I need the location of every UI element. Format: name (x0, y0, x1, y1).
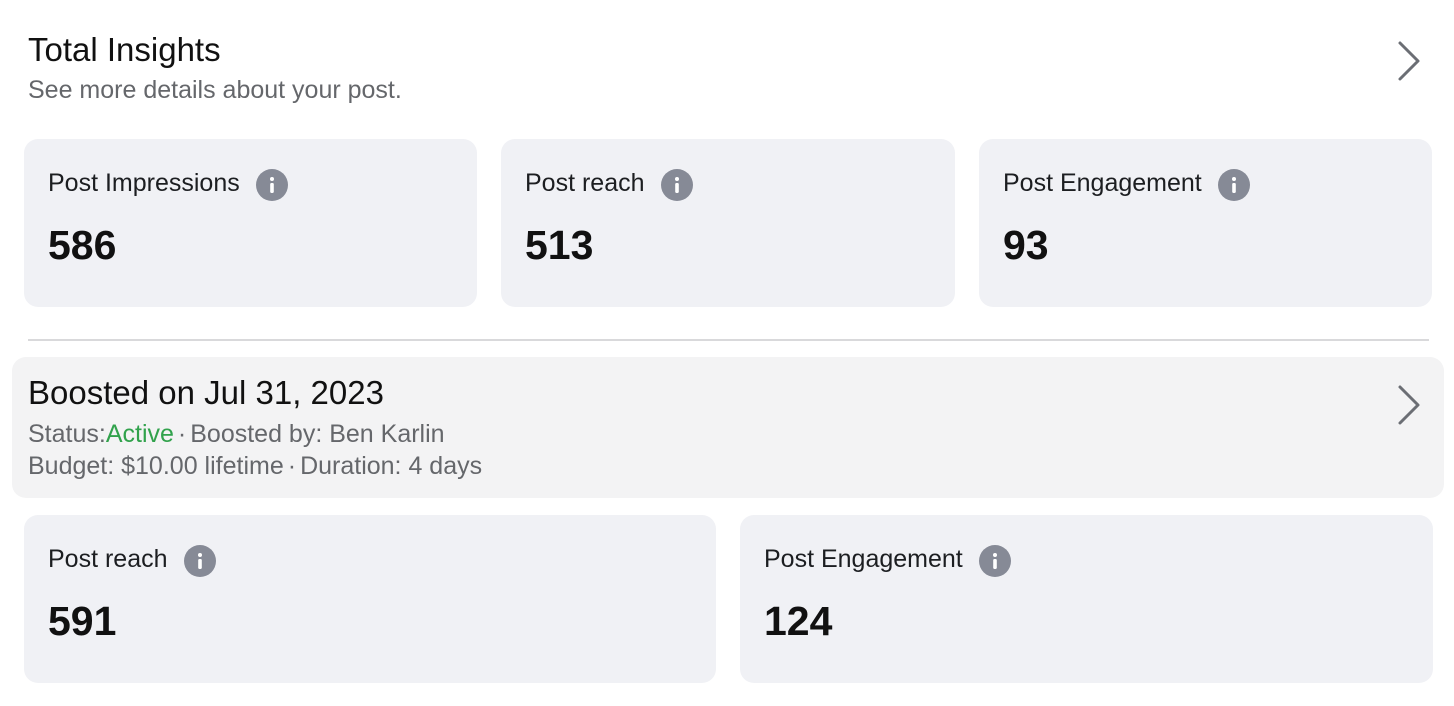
metric-value: 124 (764, 598, 833, 644)
total-insights-subtitle: See more details about your post. (28, 76, 402, 104)
separator-dot: · (177, 420, 187, 448)
total-insights-title: Total Insights (28, 31, 221, 68)
boost-metric-card-post-reach: Post reach 591 (24, 515, 716, 683)
separator-dot: · (287, 452, 297, 480)
budget-text: Budget: $10.00 lifetime (28, 452, 284, 480)
boosted-by-text: Boosted by: Ben Karlin (190, 420, 445, 448)
boost-budget-line: Budget: $10.00 lifetime · Duration: 4 days (28, 451, 482, 481)
boost-metric-card-post-engagement: Post Engagement 124 (740, 515, 1433, 683)
info-icon[interactable] (1217, 169, 1250, 201)
info-icon[interactable] (978, 545, 1011, 577)
chevron-right-icon[interactable] (1397, 384, 1421, 426)
metric-label: Post reach (525, 169, 645, 197)
boost-summary-panel[interactable]: Boosted on Jul 31, 2023 Status:Active · Bo… (12, 357, 1444, 498)
section-divider (28, 339, 1429, 341)
boost-title: Boosted on Jul 31, 2023 (28, 374, 384, 411)
metric-card-post-engagement: Post Engagement 93 (979, 139, 1432, 307)
metric-card-post-reach: Post reach 513 (501, 139, 955, 307)
info-icon[interactable] (660, 169, 693, 201)
metric-card-post-impressions: Post Impressions 586 (24, 139, 477, 307)
metric-label: Post Engagement (764, 545, 963, 573)
metric-value: 586 (48, 222, 117, 268)
metric-label: Post Impressions (48, 169, 240, 197)
metric-value: 513 (525, 222, 594, 268)
status-badge: Active (105, 420, 174, 448)
total-insights-header[interactable]: Total Insights See more details about yo… (0, 0, 1454, 120)
chevron-right-icon[interactable] (1397, 40, 1421, 82)
info-icon[interactable] (183, 545, 216, 577)
info-icon[interactable] (255, 169, 288, 201)
boost-status-line: Status:Active · Boosted by: Ben Karlin (28, 419, 445, 449)
metric-value: 93 (1003, 222, 1049, 268)
metric-label: Post reach (48, 545, 168, 573)
metric-value: 591 (48, 598, 117, 644)
status-label: Status: (28, 420, 106, 448)
metric-label: Post Engagement (1003, 169, 1202, 197)
duration-text: Duration: 4 days (300, 452, 483, 480)
